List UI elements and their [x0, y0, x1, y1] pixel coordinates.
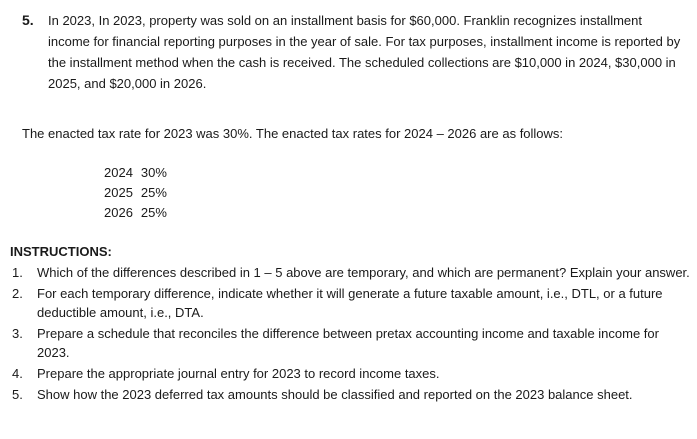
instruction-number: 1. — [12, 265, 23, 280]
instruction-text: Show how the 2023 deferred tax amounts s… — [37, 387, 633, 402]
instructions-list: 1. Which of the differences described in… — [10, 263, 690, 406]
tax-rate-value: 25% — [140, 185, 167, 200]
tax-rate-row: 2025 25% — [104, 183, 167, 203]
tax-rate-year: 2025 — [104, 185, 133, 200]
instruction-number: 4. — [12, 366, 23, 381]
instruction-text: Prepare a schedule that reconciles the d… — [37, 326, 659, 360]
tax-rates-list: 2024 30% 2025 25% 2026 25% — [104, 163, 167, 223]
instruction-item: 4. Prepare the appropriate journal entry… — [10, 364, 690, 383]
instruction-item: 3. Prepare a schedule that reconciles th… — [10, 324, 690, 362]
instruction-number: 5. — [12, 387, 23, 402]
tax-rate-year: 2026 — [104, 205, 133, 220]
tax-rate-value: 25% — [140, 205, 167, 220]
problem-number: 5. — [22, 12, 34, 28]
instruction-text: For each temporary difference, indicate … — [37, 286, 663, 320]
instruction-item: 1. Which of the differences described in… — [10, 263, 690, 282]
tax-rates-intro: The enacted tax rate for 2023 was 30%. T… — [22, 126, 564, 141]
tax-rate-row: 2026 25% — [104, 203, 167, 223]
instruction-number: 3. — [12, 326, 23, 341]
problem-block: 5. In 2023, In 2023, property was sold o… — [22, 10, 690, 94]
tax-rate-year: 2024 — [104, 165, 133, 180]
instruction-text: Prepare the appropriate journal entry fo… — [37, 366, 440, 381]
tax-rate-row: 2024 30% — [104, 163, 167, 183]
tax-rate-value: 30% — [140, 165, 167, 180]
instruction-item: 5. Show how the 2023 deferred tax amount… — [10, 385, 690, 404]
instruction-number: 2. — [12, 286, 23, 301]
instruction-text: Which of the differences described in 1 … — [37, 265, 690, 280]
problem-text: In 2023, In 2023, property was sold on a… — [48, 13, 681, 91]
instructions-heading: INSTRUCTIONS: — [10, 244, 112, 259]
instruction-item: 2. For each temporary difference, indica… — [10, 284, 690, 322]
